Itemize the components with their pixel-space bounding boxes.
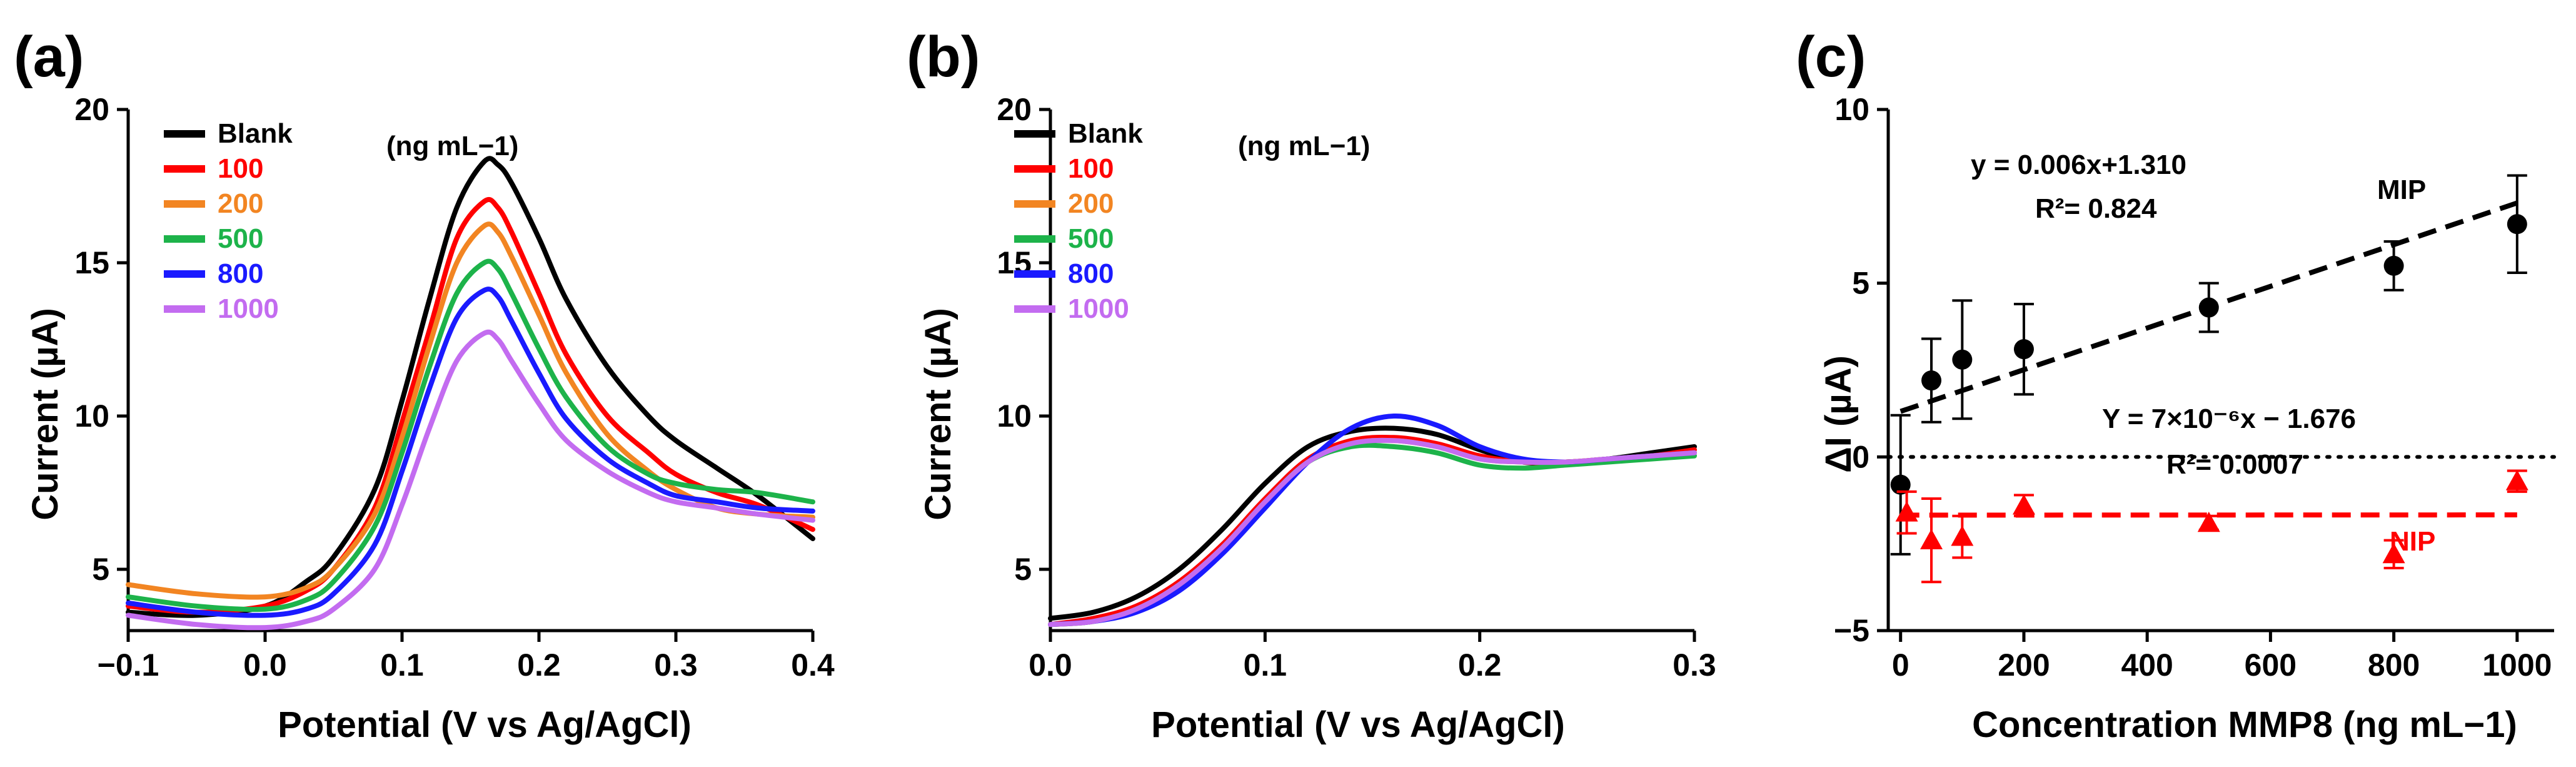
panel-b-legend-label-200: 200 — [1068, 188, 1114, 219]
panel-a-y-tick-label: 20 — [74, 92, 109, 127]
panel-b-series-line-Blank — [1048, 425, 1697, 621]
panel-a-legend-label-200: 200 — [218, 188, 263, 219]
panel-c-axes — [1886, 109, 2554, 632]
panel-a-series-line-800 — [126, 287, 815, 618]
panel-a-x-tick-label: 0.3 — [654, 648, 698, 683]
panel-a-legend-label-Blank: Blank — [218, 118, 293, 149]
panel-c-x-tick-label: 600 — [2245, 648, 2297, 683]
nip-label: NIP — [2390, 526, 2435, 557]
panel-a-y-axis-title: Current (µA) — [25, 308, 66, 521]
panel-c-point-MIP — [2198, 297, 2219, 318]
panel-b-series-line-1000 — [1048, 437, 1697, 627]
panel-b-y-tick-label: 20 — [997, 92, 1032, 127]
panel-a-x-ticks: −0.1 0.0 0.1 0.2 0.3 0.4 — [98, 631, 835, 683]
panel-c-point-NIP — [1951, 526, 1974, 546]
panel-a-axes — [126, 109, 813, 632]
panel-b-y-tick-label: 5 — [1014, 552, 1032, 587]
panel-c-point-MIP — [1890, 474, 1911, 495]
panel-b-x-axis-title: Potential (V vs Ag/AgCl) — [1151, 704, 1565, 745]
panel-b-x-ticks: 0.0 0.1 0.2 0.3 — [1029, 631, 1716, 683]
panel-b-series — [1048, 413, 1697, 627]
panel-c-x-ticks: 0 200 400 600 800 1000 — [1892, 631, 2552, 683]
mip-label: MIP — [2377, 175, 2426, 205]
panel-a-series-line-500 — [126, 258, 815, 612]
panel-c-point-MIP — [1952, 349, 1973, 370]
panel-b-series-line-200 — [1048, 437, 1697, 627]
panel-a-legend-label-800: 800 — [218, 258, 263, 289]
panel-c-y-tick-label: 10 — [1834, 92, 1869, 127]
panel-b-x-tick-label: 0.3 — [1673, 648, 1716, 683]
panel-c-point-MIP — [2507, 214, 2527, 235]
panel-c-x-tick-label: 400 — [2121, 648, 2173, 683]
panel-c-x-tick-label: 800 — [2368, 648, 2420, 683]
panel-b-legend-label-800: 800 — [1068, 258, 1114, 289]
nip-equation: Y = 7×10⁻⁶x − 1.676 — [2102, 404, 2356, 434]
panel-c-y-tick-label: −5 — [1834, 613, 1869, 648]
nip-r-squared: R²= 0.0007 — [2166, 449, 2303, 480]
panel-a-y-tick-label: 15 — [74, 245, 109, 280]
panel-c-y-tick-label: 0 — [1852, 439, 1869, 474]
panel-a-x-tick-label: 0.2 — [517, 648, 561, 683]
panel-c-y-ticks: −5 0 5 10 — [1834, 92, 1888, 648]
panel-a-series-line-100 — [126, 196, 815, 615]
panel-a-x-tick-label: −0.1 — [98, 648, 159, 683]
panel-label-c: (c) — [1796, 25, 1866, 89]
panel-b-x-tick-label: 0.1 — [1244, 648, 1287, 683]
panel-c-x-axis-title: Concentration MMP8 (ng mL−1) — [1972, 704, 2517, 745]
panel-a-legend-label-100: 100 — [218, 153, 263, 184]
panel-a-legend-label-1000: 1000 — [218, 293, 279, 324]
panel-c-x-tick-label: 200 — [1998, 648, 2050, 683]
panel-c-x-tick-label: 0 — [1892, 648, 1909, 683]
panel-label-b: (b) — [907, 25, 980, 89]
panel-c-x-tick-label: 1000 — [2482, 648, 2552, 683]
mip-r-squared: R²= 0.824 — [2035, 193, 2157, 224]
mip-equation: y = 0.006x+1.310 — [1971, 150, 2186, 180]
panel-c-y-tick-label: 5 — [1852, 266, 1869, 301]
panel-a-x-tick-label: 0.0 — [243, 648, 287, 683]
panel-b-legend: Blank 100 200 500 800 1000 — [1014, 118, 1143, 324]
panel-c-series — [1886, 174, 2556, 584]
panel-a-x-axis-title: Potential (V vs Ag/AgCl) — [278, 704, 692, 745]
panel-c-chart: 0 200 400 600 800 1000 −5 0 5 10 Concentration M… — [1818, 92, 2556, 745]
panel-b-legend-label-500: 500 — [1068, 223, 1114, 254]
panel-c-point-NIP — [2505, 470, 2528, 490]
panel-a-y-tick-label: 10 — [74, 399, 109, 434]
panel-a-series-line-1000 — [126, 329, 815, 631]
panel-c-point-NIP — [2197, 511, 2220, 532]
panel-b-series-line-500 — [1048, 442, 1697, 627]
panel-a-y-ticks: 5 10 15 20 — [74, 92, 128, 587]
panel-b-y-tick-label: 10 — [997, 399, 1032, 434]
panel-c-point-NIP — [2012, 494, 2035, 515]
panel-a-legend: Blank 100 200 500 800 1000 — [164, 118, 293, 324]
panel-b-series-line-100 — [1048, 434, 1697, 627]
panel-c-point-NIP — [1895, 501, 1918, 522]
panel-b-x-tick-label: 0.2 — [1458, 648, 1502, 683]
panel-a-series — [126, 156, 815, 631]
panel-b-legend-title: (ng mL−1) — [1238, 131, 1370, 161]
panel-b-y-axis-title: Current (µA) — [918, 308, 958, 521]
panel-c-point-MIP — [1921, 370, 1942, 391]
panel-b-x-tick-label: 0.0 — [1029, 648, 1072, 683]
panel-c-point-NIP — [2382, 542, 2405, 564]
panel-a-x-tick-label: 0.4 — [791, 648, 835, 683]
panel-a-legend-title: (ng mL−1) — [386, 131, 518, 161]
panel-label-a: (a) — [14, 25, 84, 89]
panel-a-chart: −0.1 0.0 0.1 0.2 0.3 0.4 5 10 15 20 Potential (V… — [25, 92, 835, 745]
panel-b-legend-label-Blank: Blank — [1068, 118, 1143, 149]
panel-a-y-tick-label: 5 — [92, 552, 109, 587]
panel-c-point-NIP — [1920, 529, 1943, 550]
panel-a-legend-label-500: 500 — [218, 223, 263, 254]
panel-b-legend-label-100: 100 — [1068, 153, 1114, 184]
panel-b-legend-label-1000: 1000 — [1068, 293, 1129, 324]
panel-a-series-line-Blank — [126, 156, 815, 618]
panel-c-point-MIP — [2383, 255, 2404, 276]
panel-c-y-axis-title: ΔI (µA) — [1818, 355, 1859, 473]
panel-a-x-tick-label: 0.1 — [380, 648, 424, 683]
panel-b-axes — [1049, 109, 1694, 632]
panel-c-point-MIP — [2013, 339, 2034, 360]
